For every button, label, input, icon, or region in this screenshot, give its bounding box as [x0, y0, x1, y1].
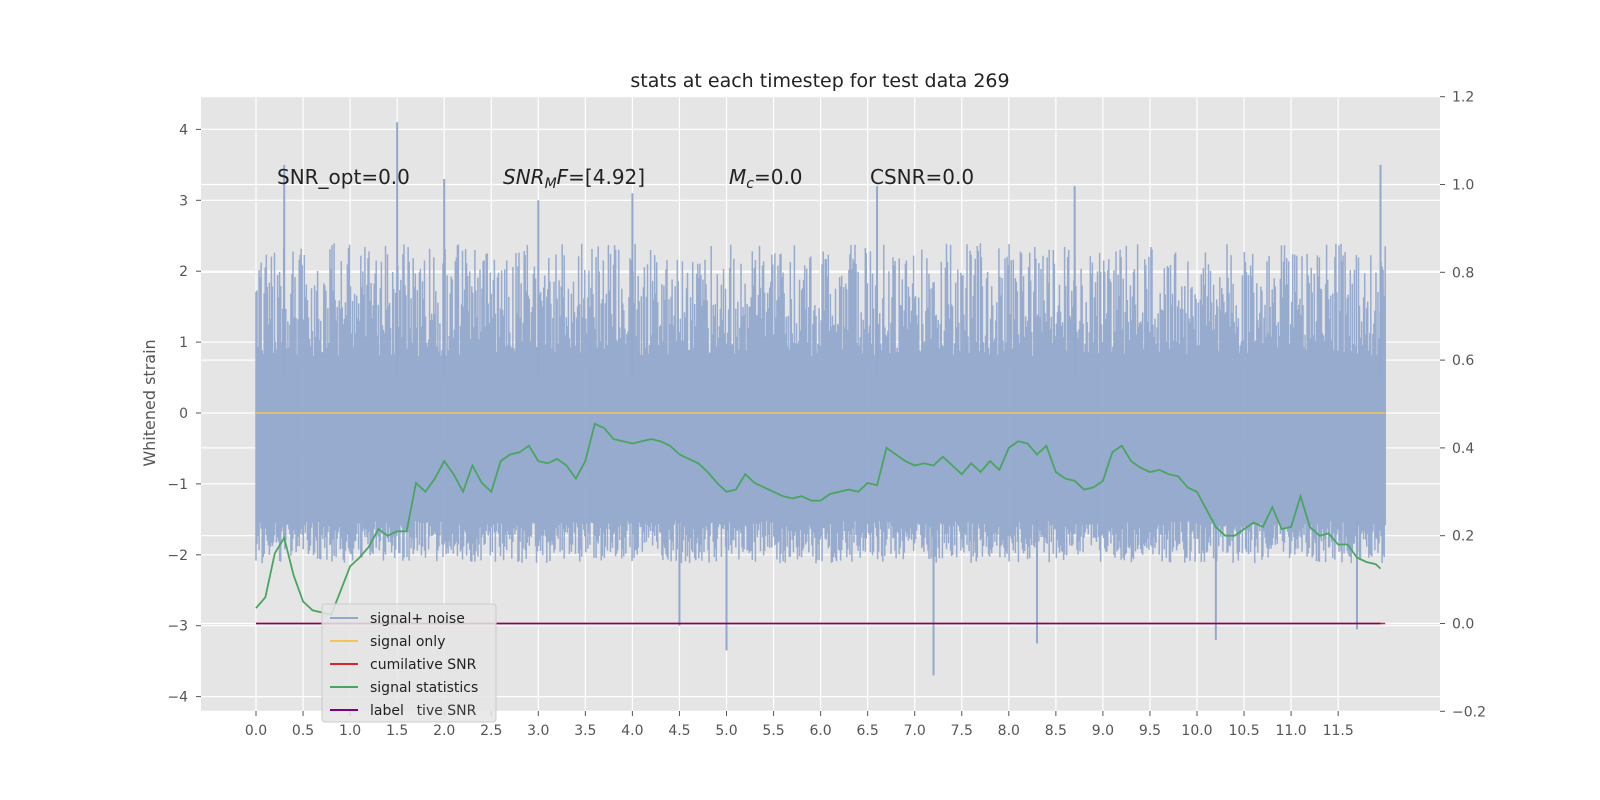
- y-tick-label: 3: [179, 193, 188, 209]
- annotation-mc: Mc=0.0: [729, 165, 803, 192]
- series-signal-statistics: [255, 422, 1382, 616]
- y2-tick-label: 0.2: [1452, 529, 1474, 545]
- y-tick-label: −1: [167, 477, 188, 493]
- x-tick-label: 8.0: [998, 723, 1020, 739]
- y2-tick-label: 0.8: [1452, 265, 1474, 281]
- y2-tick-label: 1.0: [1452, 178, 1474, 194]
- y-tick-label: 1: [179, 335, 188, 351]
- x-tick-label: 11.5: [1323, 723, 1354, 739]
- y2-tick-label: −0.2: [1452, 704, 1486, 720]
- chart-title: stats at each timestep for test data 269: [630, 70, 1009, 92]
- x-tick-label: 1.0: [339, 723, 361, 739]
- annotation-snr-opt: SNR_opt=0.0: [277, 165, 410, 189]
- signal-noise-series: [255, 122, 1386, 676]
- x-tick-label: 4.5: [668, 723, 690, 739]
- x-tick-label: 9.0: [1092, 723, 1114, 739]
- legend-label: signal statistics: [370, 680, 478, 696]
- series-signal-noise-band: [255, 243, 1386, 564]
- legend-label: signal only: [370, 634, 445, 650]
- y-tick-label: 0: [179, 406, 188, 422]
- x-tick-label: 0.5: [292, 723, 314, 739]
- legend-occluded-text: cumilative SNR: [370, 703, 477, 719]
- y2-tick-label: 0.6: [1452, 353, 1474, 369]
- y-tick-label: −4: [167, 690, 188, 706]
- y2-tick-label: 0.0: [1452, 617, 1474, 633]
- y-axis-label: Whitened strain: [140, 339, 159, 466]
- x-tick-label: 10.0: [1181, 723, 1212, 739]
- legend-label: signal+ noise: [370, 611, 465, 627]
- x-tick-label: 5.5: [762, 723, 784, 739]
- legend-box: [321, 603, 497, 723]
- y-tick-label: 4: [179, 122, 188, 138]
- x-tick-label: 1.5: [386, 723, 408, 739]
- annotation-csnr: CSNR=0.0: [870, 165, 974, 189]
- y2-tick-label: 1.2: [1452, 90, 1474, 106]
- x-tick-label: 3.5: [574, 723, 596, 739]
- legend-label: cumilative SNR: [370, 657, 477, 673]
- axes: 0.0 0.5 1.0 1.5 2.0 2.5 3.0 3.5 4.0 4.5 5.0 5.5 6.0 6…: [167, 90, 1486, 739]
- x-tick-label: 6.5: [857, 723, 879, 739]
- y2-tick-label: 0.4: [1452, 441, 1474, 457]
- legend-label: label: [370, 703, 404, 719]
- x-tick-label: 3.0: [527, 723, 549, 739]
- x-tick-label: 10.5: [1228, 723, 1259, 739]
- x-tick-label: 6.0: [809, 723, 831, 739]
- legend: signal+ noise signal only cumilative SNR si…: [321, 603, 497, 723]
- x-tick-label: 5.0: [715, 723, 737, 739]
- x-tick-label: 2.0: [433, 723, 455, 739]
- x-tick-label: 2.5: [480, 723, 502, 739]
- x-tick-label: 9.5: [1139, 723, 1161, 739]
- x-tick-label: 11.0: [1276, 723, 1307, 739]
- x-tick-label: 0.0: [245, 723, 267, 739]
- x-tick-label: 4.0: [621, 723, 643, 739]
- annotations: SNR_opt=0.0 SNRMF=[4.92] Mc=0.0 CSNR=0.0: [277, 165, 974, 192]
- x-tick-label: 7.5: [951, 723, 973, 739]
- x-tick-label: 8.5: [1045, 723, 1067, 739]
- annotation-snr-mf: SNRMF=[4.92]: [503, 165, 645, 192]
- y-tick-label: 2: [179, 264, 188, 280]
- x-tick-label: 7.0: [904, 723, 926, 739]
- y-tick-label: −3: [167, 619, 188, 635]
- y-tick-label: −2: [167, 548, 188, 564]
